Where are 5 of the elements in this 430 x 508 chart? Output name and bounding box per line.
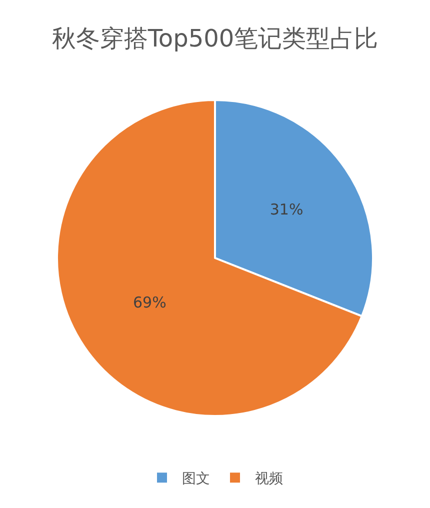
data-label: 69%: [132, 293, 166, 312]
legend-label: 图文: [182, 471, 210, 488]
data-label: 31%: [270, 200, 304, 218]
chart-title: 秋冬穿搭Top500笔记类型占比: [52, 24, 378, 52]
legend-label: 视频: [255, 471, 283, 488]
